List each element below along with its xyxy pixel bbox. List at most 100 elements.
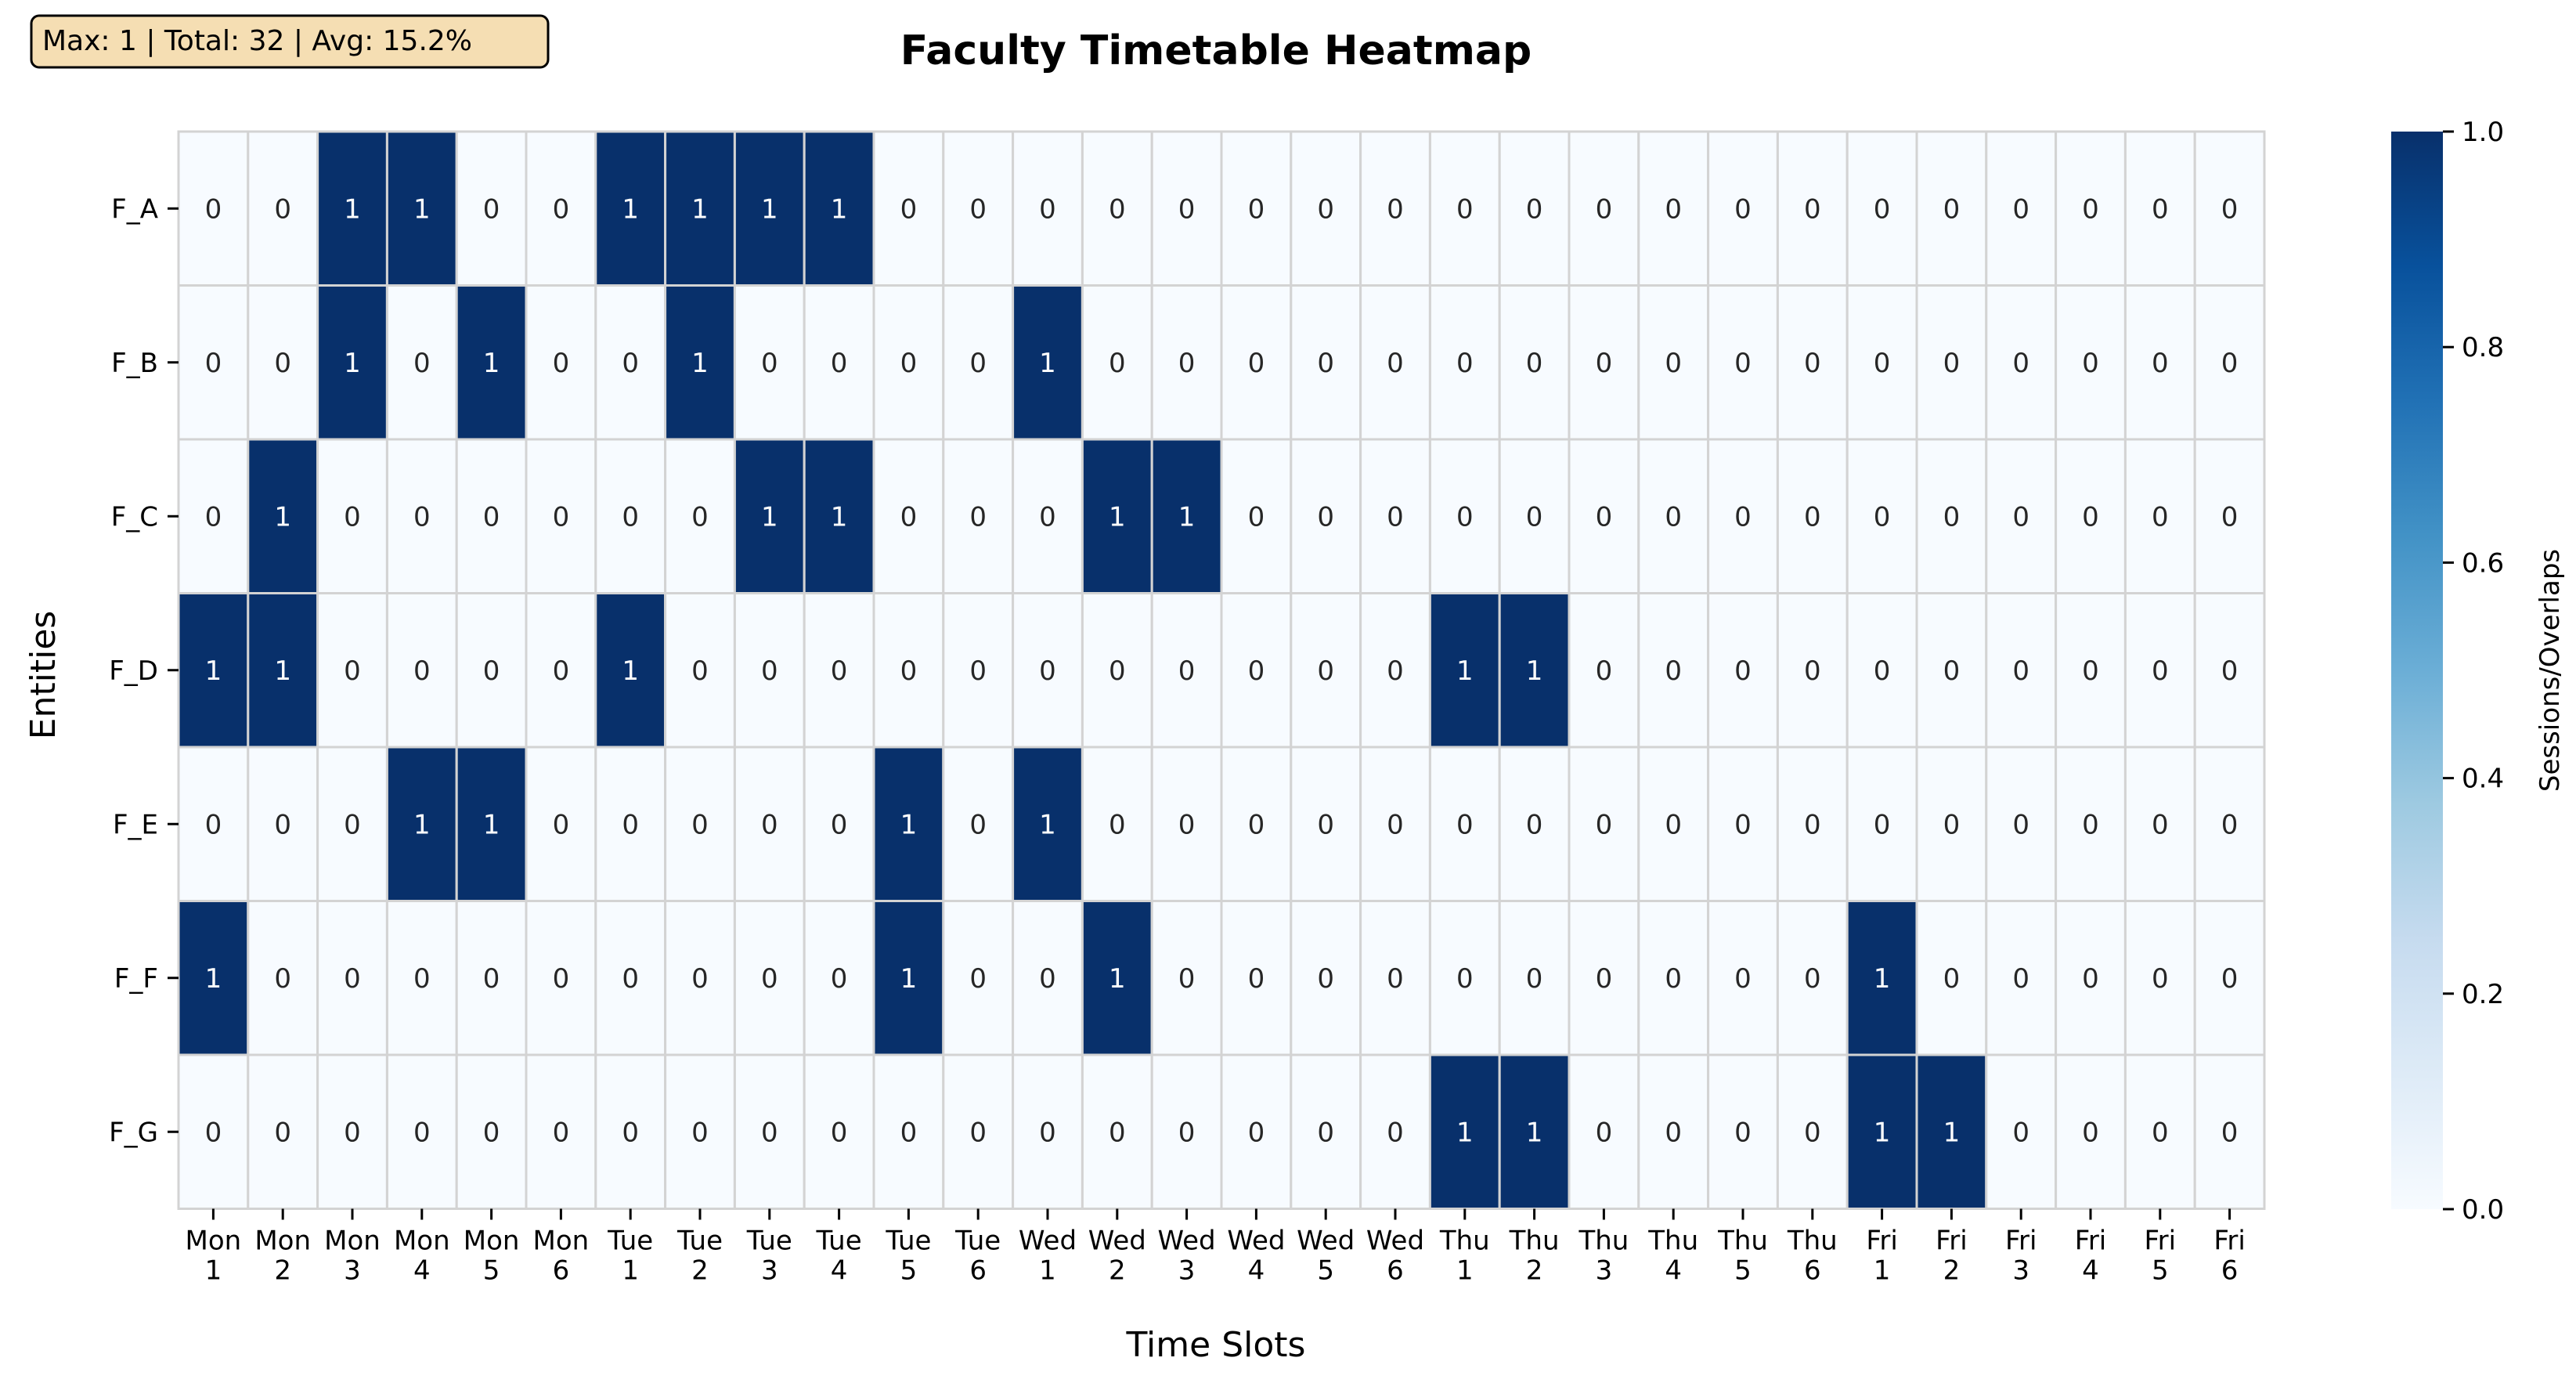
cell-value-label: 0	[900, 348, 918, 379]
heatmap-cell	[1707, 1053, 1779, 1210]
x-tick-label: Wed 3	[1158, 1226, 1216, 1287]
cell-value-label: 1	[205, 963, 222, 995]
cell-value-label: 0	[483, 963, 500, 995]
stats-box: Max: 1 | Total: 32 | Avg: 15.2%	[30, 14, 550, 69]
cell-value-label: 0	[1734, 655, 1752, 687]
cell-value-label: 0	[344, 501, 361, 533]
cell-value-label: 1	[1109, 963, 1126, 995]
cell-value-label: 0	[622, 348, 639, 379]
heatmap-cell	[1915, 130, 1988, 287]
heatmap-cell	[385, 900, 458, 1056]
cell-value-label: 1	[1178, 501, 1196, 533]
cell-value-label: 1	[622, 193, 639, 225]
heatmap-cell	[1845, 592, 1918, 749]
cell-value-label: 0	[1387, 963, 1404, 995]
cell-value-label: 0	[2012, 809, 2029, 840]
heatmap-cell	[1081, 284, 1153, 441]
cell-value-label: 0	[483, 501, 500, 533]
heatmap-cell	[1845, 438, 1918, 594]
heatmap-cell	[664, 130, 736, 287]
cell-value-label: 0	[1874, 809, 1891, 840]
cell-value-label: 0	[1734, 809, 1752, 840]
heatmap-cell	[525, 592, 597, 749]
x-tick-label: Fri 5	[2145, 1226, 2177, 1287]
cell-value-label: 0	[1526, 809, 1543, 840]
cell-value-label: 0	[1874, 501, 1891, 533]
cell-value-label: 0	[1804, 348, 1821, 379]
heatmap-cell	[1290, 592, 1362, 749]
cell-value-label: 1	[691, 193, 709, 225]
cell-value-label: 0	[2152, 963, 2169, 995]
cell-value-label: 0	[1248, 1117, 1265, 1148]
cell-value-label: 0	[1039, 501, 1056, 533]
heatmap-cell	[1428, 438, 1501, 594]
cell-value-label: 0	[761, 655, 778, 687]
heatmap-cell	[1568, 284, 1640, 441]
cell-value-label: 0	[691, 1117, 709, 1148]
cell-value-label: 0	[483, 1117, 500, 1148]
cell-value-label: 0	[1665, 501, 1682, 533]
heatmap-cell	[664, 438, 736, 594]
heatmap-cell	[455, 438, 528, 594]
heatmap-cell	[2123, 900, 2196, 1056]
heatmap-cell	[1498, 900, 1571, 1056]
cell-value-label: 0	[553, 1117, 570, 1148]
cell-value-label: 0	[1387, 348, 1404, 379]
heatmap-cell	[664, 900, 736, 1056]
cell-value-label: 1	[274, 655, 291, 687]
heatmap-cell	[2193, 438, 2266, 594]
y-tick-label: F_C	[111, 501, 158, 533]
cell-value-label: 0	[1317, 193, 1334, 225]
cell-value-label: 0	[1248, 348, 1265, 379]
x-tick-label: Tue 4	[816, 1226, 862, 1287]
colorbar-tick-label: 1.0	[2462, 117, 2504, 148]
heatmap-cell	[1359, 284, 1431, 441]
heatmap-cell	[1707, 592, 1779, 749]
heatmap-cell	[803, 592, 875, 749]
cell-value-label: 1	[1456, 655, 1474, 687]
cell-value-label: 0	[274, 809, 291, 840]
cell-value-label: 1	[900, 809, 918, 840]
cell-value-label: 0	[1317, 809, 1334, 840]
heatmap-cell	[872, 284, 945, 441]
cell-value-label: 1	[622, 655, 639, 687]
heatmap-cell	[247, 438, 319, 594]
x-tick-label: Tue 6	[954, 1226, 1001, 1287]
heatmap-cell	[316, 592, 388, 749]
cell-value-label: 0	[1039, 963, 1056, 995]
x-tick-label: Mon 6	[533, 1226, 590, 1287]
cell-value-label: 0	[2152, 501, 2169, 533]
heatmap-cell	[1776, 592, 1849, 749]
cell-value-label: 0	[483, 193, 500, 225]
heatmap-cell	[1498, 1053, 1571, 1210]
heatmap-cell	[1290, 130, 1362, 287]
cell-value-label: 0	[969, 655, 987, 687]
cell-value-label: 0	[1943, 348, 1961, 379]
cell-value-label: 0	[1665, 655, 1682, 687]
cell-value-label: 0	[1039, 655, 1056, 687]
cell-value-label: 0	[1734, 501, 1752, 533]
cell-value-label: 0	[1596, 348, 1613, 379]
heatmap-cell	[664, 284, 736, 441]
cell-value-label: 0	[1178, 193, 1196, 225]
cell-value-label: 0	[691, 809, 709, 840]
heatmap-cell	[1150, 284, 1223, 441]
cell-value-label: 0	[1665, 963, 1682, 995]
cell-value-label: 1	[1456, 1117, 1474, 1148]
x-tick-label: Fri 1	[1866, 1226, 1898, 1287]
cell-value-label: 0	[1039, 193, 1056, 225]
x-tick-label: Fri 4	[2075, 1226, 2107, 1287]
cell-value-label: 1	[483, 809, 500, 840]
cell-value-label: 0	[1943, 963, 1961, 995]
heatmap-cell	[1915, 1053, 1988, 1210]
heatmap-cell	[1498, 284, 1571, 441]
cell-value-label: 0	[2012, 655, 2029, 687]
heatmap-cell	[177, 130, 250, 287]
cell-value-label: 0	[2082, 501, 2099, 533]
cell-value-label: 1	[1526, 1117, 1543, 1148]
cell-value-label: 0	[831, 1117, 848, 1148]
heatmap-cell	[872, 592, 945, 749]
cell-value-label: 0	[2221, 348, 2239, 379]
heatmap-cell	[1012, 1053, 1084, 1210]
heatmap-cell	[2193, 900, 2266, 1056]
